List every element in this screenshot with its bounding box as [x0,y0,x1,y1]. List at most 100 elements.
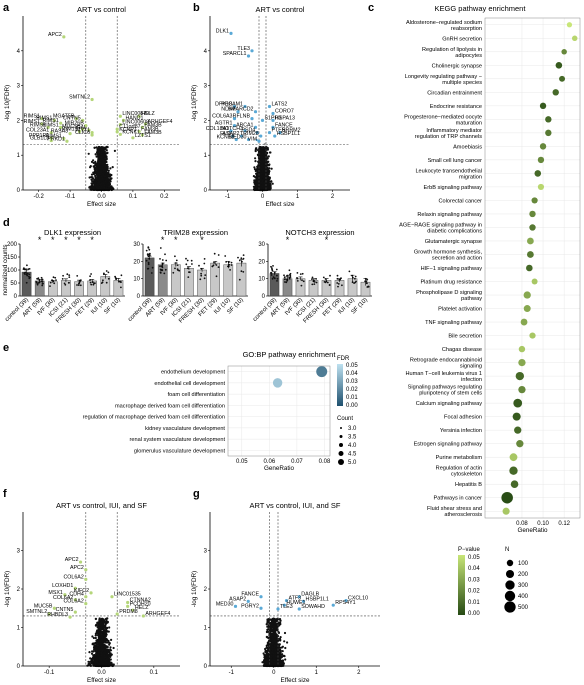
gene-label: MGAT5B [53,114,75,120]
data-point [41,278,44,281]
y-tick-label: 1 [204,153,208,159]
background-point [93,179,96,182]
background-point [271,182,274,185]
data-point [229,269,232,271]
category-label: Regulation of lipolysis in adipocytes [422,47,482,59]
background-point [92,660,96,664]
colorbar-tick-label: 0.03 [468,577,480,583]
data-point [187,276,190,278]
labeled-point [260,118,265,122]
plot-title: GO:BP pathway enrichment [243,350,337,359]
gene-label: CNTN5 [63,115,81,121]
background-point [101,630,105,634]
data-point [25,268,27,271]
gene-label: RASA3 [51,129,68,135]
enrichment-dot [571,35,578,42]
category-label: Aldosterone−regulated sodium reabsorption [406,20,482,32]
background-point [89,663,92,666]
background-point [105,149,108,152]
background-point [110,653,113,656]
labeled-point [229,31,233,35]
data-point [337,285,339,288]
labeled-point [46,125,50,129]
data-point [283,278,286,281]
labeled-point [246,137,251,142]
background-point [98,176,102,180]
gene-label: FAM3B [141,127,159,133]
data-point [276,280,278,282]
gene-label: GAL [76,125,87,131]
background-point [93,165,96,169]
size-legend-dot [505,569,515,579]
enrichment-dot [510,480,519,489]
gene-label: RIMS1 [46,133,62,139]
background-point [106,151,109,155]
data-point [40,280,43,283]
background-point [96,183,99,186]
category-label: Growth hormone synthesis, secretion and a… [414,249,483,261]
gene-label: MED30 [229,135,247,141]
y-tick-label: 20 [133,259,140,265]
y-tick-label: 4 [17,49,21,55]
data-point [24,273,26,275]
background-point [109,177,112,180]
background-point [266,148,269,151]
data-point [114,275,116,278]
y-tick-label: 4 [204,49,208,55]
background-point [110,185,113,188]
x-tick-label: -0.1 [65,194,76,200]
colorbar-tick-label: 0.04 [346,371,358,377]
data-point [337,283,340,285]
gene-label: LINC00879 [122,111,149,117]
subplot-title: DLK1 expression [44,228,101,237]
background-point [258,151,261,154]
background-point [96,172,99,176]
gene-label: SPARCL1 [223,51,247,57]
background-point [108,626,111,629]
volcano-plot-a: APC2SMTNL2MGAT5BCNTN5MIR26BMUC5BTRIM15RI… [4,5,180,208]
background-point [107,641,110,644]
data-point [40,276,43,279]
category-label-line: Progesterone−mediated oocyte [404,114,482,120]
background-point [110,638,113,642]
background-point [94,160,97,163]
labeled-point [232,124,237,128]
background-point [100,153,104,156]
background-point [255,138,258,142]
y-tick-label: 1 [17,153,21,159]
labeled-point [81,118,85,122]
background-point [97,160,100,164]
background-point [264,178,268,181]
category-label: Inflammatory mediator regulation of TRP c… [415,128,482,140]
data-point [41,284,44,287]
labeled-point [68,132,72,136]
labeled-point [81,127,85,131]
subplot-title: TRIM28 expression [163,228,228,237]
gene-label: LINC00608 [122,120,149,126]
colorbar-tick-label: 0.01 [346,395,358,401]
background-point [92,654,95,657]
data-point [79,284,82,287]
background-point [107,663,110,666]
gene-label: MIR26B [65,121,85,127]
background-point [113,149,116,152]
gene-label: PTER [272,128,286,134]
category-label: Colorectal cancer [438,198,482,204]
data-point [270,272,273,275]
background-point [260,172,263,175]
bar [236,262,247,297]
gene-label: NOTCH3 [221,126,243,132]
enrichment-dot [534,170,542,177]
data-point [64,283,67,286]
background-point [263,181,266,185]
background-point [103,186,106,190]
background-point [92,642,95,645]
background-point [101,163,104,166]
data-point [230,261,233,264]
background-point [97,180,101,184]
category-label-line: Phospholipase D signaling [416,290,482,296]
bar [197,269,207,297]
data-point [36,281,38,284]
y-tick-label: 150 [7,255,18,261]
